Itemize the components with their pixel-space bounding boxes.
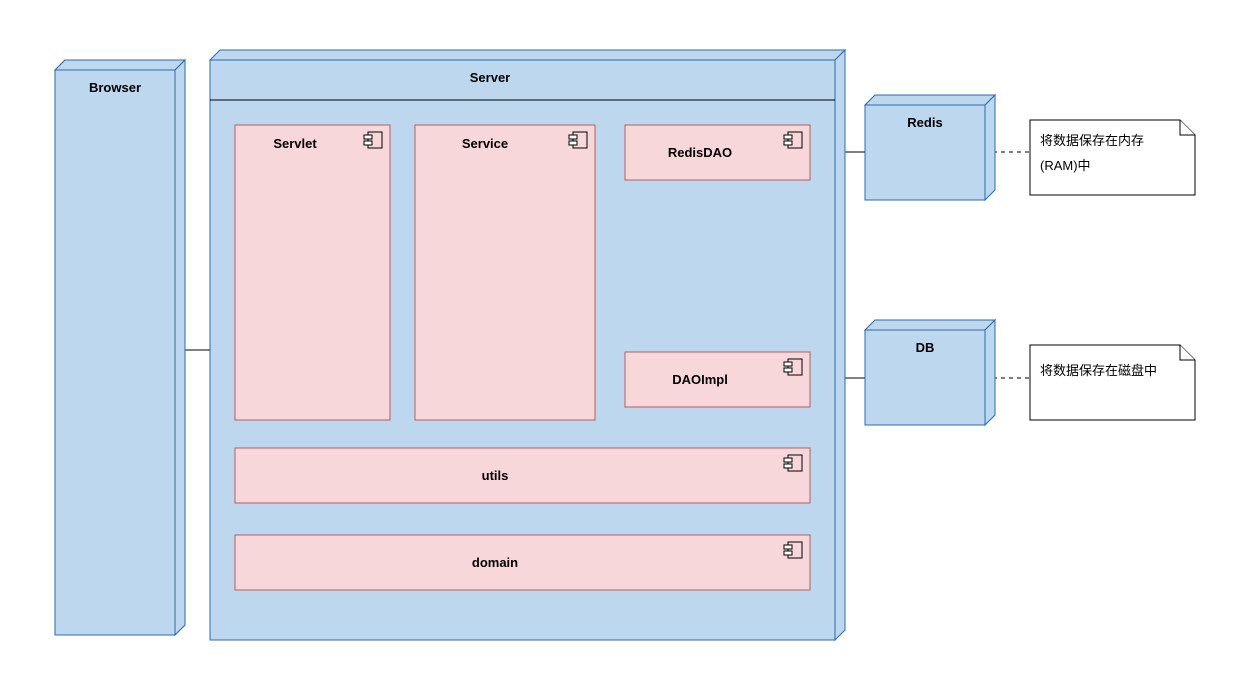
note-redis-line1: 将数据保存在内存	[1040, 133, 1144, 148]
component-utils-label: utils	[482, 468, 509, 483]
component-domain-label: domain	[472, 555, 518, 570]
note-redis: 将数据保存在内存 (RAM)中	[1030, 120, 1195, 195]
node-db: DB	[865, 320, 995, 425]
component-service-label: Service	[462, 136, 508, 151]
node-browser: Browser	[55, 60, 185, 635]
component-daoimpl-label: DAOImpl	[672, 372, 728, 387]
node-redis: Redis	[865, 95, 995, 200]
component-daoimpl: DAOImpl	[625, 352, 810, 407]
component-servlet-label: Servlet	[273, 136, 317, 151]
note-db-line1: 将数据保存在磁盘中	[1040, 363, 1157, 378]
component-redisdao: RedisDAO	[625, 125, 810, 180]
architecture-diagram: Browser Server Servlet Service RedisDAO	[0, 0, 1250, 683]
note-db: 将数据保存在磁盘中	[1030, 345, 1195, 420]
note-redis-line2: (RAM)中	[1040, 158, 1091, 173]
component-domain: domain	[235, 535, 810, 590]
component-service: Service	[415, 125, 595, 420]
node-db-label: DB	[916, 340, 935, 355]
component-utils: utils	[235, 448, 810, 503]
node-server-label: Server	[470, 70, 510, 85]
node-redis-label: Redis	[907, 115, 942, 130]
component-servlet: Servlet	[235, 125, 390, 420]
node-browser-label: Browser	[89, 80, 141, 95]
component-redisdao-label: RedisDAO	[668, 145, 732, 160]
